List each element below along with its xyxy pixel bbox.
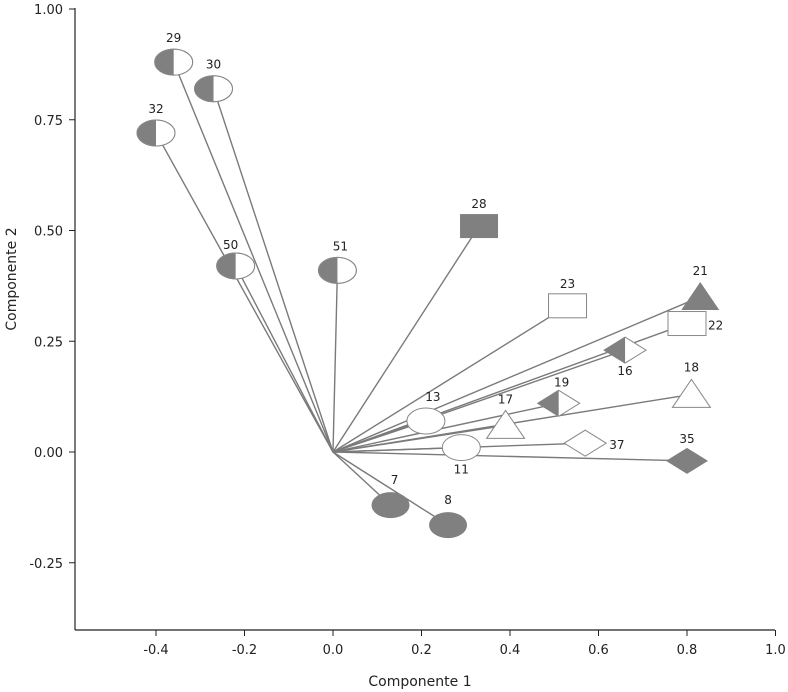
point-label-19: 19 <box>554 375 569 389</box>
marker-23 <box>548 293 588 319</box>
point-label-17: 17 <box>498 392 513 406</box>
point-label-50: 50 <box>223 238 238 252</box>
marker-outline <box>194 75 234 103</box>
marker-7 <box>371 492 410 519</box>
marker-outline <box>317 256 357 284</box>
vector-line-35 <box>332 451 688 462</box>
point-markers <box>136 48 720 539</box>
y-tick-label: 1.00 <box>34 3 63 18</box>
vector-line-8 <box>332 451 449 526</box>
y-tick-label: 0.50 <box>34 225 63 240</box>
x-tick-label: 0.6 <box>588 643 609 658</box>
marker-fill <box>604 337 626 364</box>
x-tick-label: -0.4 <box>143 643 168 658</box>
marker-32 <box>136 119 176 147</box>
point-label-29: 29 <box>166 31 181 45</box>
x-tick-label: -0.2 <box>232 643 257 658</box>
marker-fill <box>216 252 236 279</box>
marker-30 <box>194 75 234 103</box>
marker-fill <box>137 120 156 147</box>
marker-13 <box>406 407 446 435</box>
marker-shape <box>371 492 410 519</box>
point-labels: 29 30 32 50 51 28 23 21 22 16 19 18 13 17 11 37 35 7 8 <box>148 31 723 507</box>
vector-line-29 <box>173 61 334 453</box>
marker-17 <box>485 409 526 439</box>
marker-11 <box>441 434 481 462</box>
marker-shape <box>429 512 468 539</box>
vector-line-19 <box>332 402 559 453</box>
marker-shape <box>548 293 588 319</box>
marker-outline <box>216 252 256 280</box>
marker-shape <box>406 407 446 435</box>
marker-outline <box>154 48 194 76</box>
point-label-13: 13 <box>425 390 440 404</box>
point-label-32: 32 <box>148 102 163 116</box>
x-axis-title: Componente 1 <box>368 674 471 690</box>
marker-shape <box>563 429 608 457</box>
marker-37 <box>563 429 608 457</box>
point-label-8: 8 <box>444 493 452 507</box>
x-tick-label: 0.2 <box>411 643 432 658</box>
marker-35 <box>666 447 708 474</box>
vector-line-32 <box>155 132 334 453</box>
vector-lines <box>155 61 701 526</box>
vector-line-51 <box>332 270 339 453</box>
marker-shape <box>681 281 720 310</box>
vector-line-30 <box>212 88 334 453</box>
marker-fill <box>318 257 338 284</box>
vector-line-17 <box>332 424 506 453</box>
marker-shape <box>485 409 526 439</box>
y-tick-label: 0.25 <box>34 335 63 350</box>
marker-shape <box>460 214 499 239</box>
axes: -0.4 -0.2 0.0 0.2 0.4 0.6 0.8 1.0 -0.25 0.00 0.25 0… <box>29 3 785 658</box>
marker-16 <box>603 336 647 364</box>
x-tick-label: 0.8 <box>677 643 698 658</box>
y-axis-title: Componente 2 <box>4 227 20 330</box>
point-label-16: 16 <box>617 364 632 378</box>
marker-21 <box>681 281 720 310</box>
point-label-18: 18 <box>684 360 699 374</box>
point-label-35: 35 <box>679 432 694 446</box>
marker-shape <box>671 378 712 408</box>
point-label-51: 51 <box>333 239 348 253</box>
marker-18 <box>671 378 712 408</box>
vector-line-28 <box>332 225 480 453</box>
vector-line-16 <box>332 349 626 453</box>
point-label-37: 37 <box>609 438 624 452</box>
vector-line-50 <box>235 265 334 453</box>
marker-shape <box>666 447 708 474</box>
point-label-11: 11 <box>454 463 469 477</box>
marker-fill <box>537 390 559 417</box>
y-tick-label: 0.00 <box>34 446 63 461</box>
marker-29 <box>154 48 194 76</box>
x-tick-label: 1.0 <box>765 643 786 658</box>
point-label-28: 28 <box>471 197 486 211</box>
point-label-30: 30 <box>206 58 221 72</box>
marker-28 <box>460 214 499 239</box>
marker-outline <box>136 119 176 147</box>
marker-fill <box>194 75 214 102</box>
point-label-7: 7 <box>391 473 399 487</box>
y-tick-label: 0.75 <box>34 114 63 129</box>
point-label-22: 22 <box>708 319 723 333</box>
vector-line-23 <box>332 305 568 453</box>
marker-shape <box>441 434 481 462</box>
marker-fill <box>154 49 174 76</box>
y-tick-label: -0.25 <box>29 557 63 572</box>
marker-19 <box>536 389 581 417</box>
marker-shape <box>667 311 707 337</box>
x-tick-label: 0.0 <box>323 643 344 658</box>
point-label-23: 23 <box>560 277 575 291</box>
marker-51 <box>317 256 357 284</box>
point-label-21: 21 <box>693 264 708 278</box>
marker-22 <box>667 311 707 337</box>
marker-8 <box>429 512 468 539</box>
vector-line-21 <box>332 296 701 453</box>
x-tick-label: 0.4 <box>500 643 521 658</box>
marker-50 <box>216 252 256 280</box>
